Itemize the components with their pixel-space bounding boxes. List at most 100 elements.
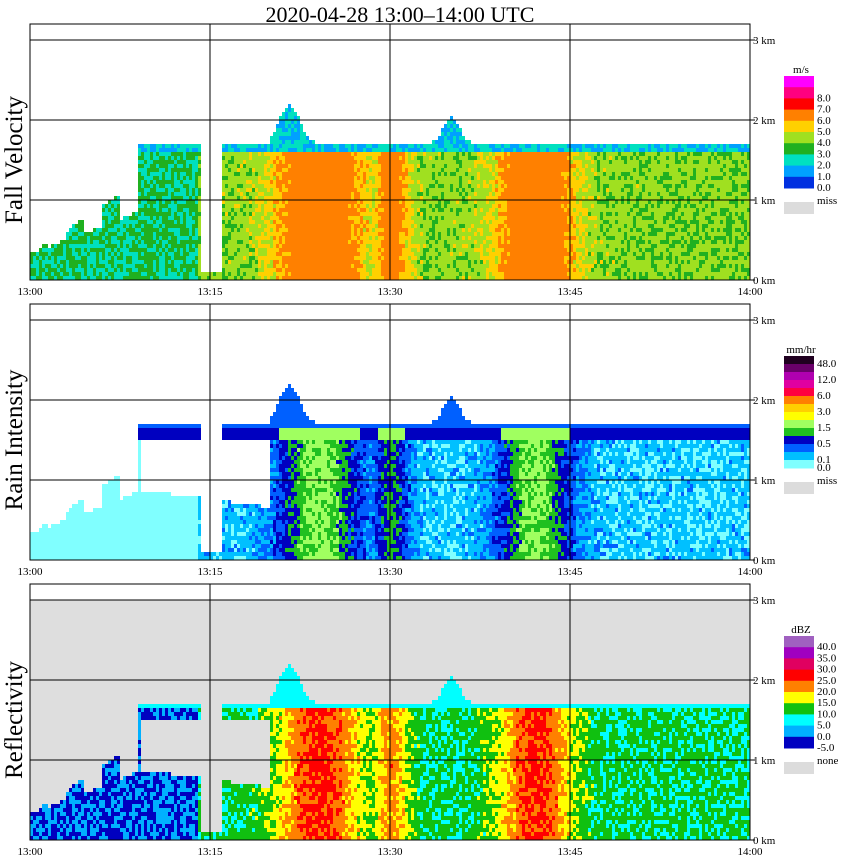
heatmap-cell <box>120 240 123 244</box>
heatmap-cell <box>357 244 360 248</box>
heatmap-cell <box>303 224 306 228</box>
heatmap-cell <box>312 152 315 156</box>
heatmap-cell <box>153 252 156 256</box>
heatmap-cell <box>483 204 486 208</box>
heatmap-cell <box>423 228 426 232</box>
heatmap-cell <box>297 220 300 224</box>
heatmap-cell <box>531 204 534 208</box>
heatmap-cell <box>354 252 357 256</box>
heatmap-cell <box>423 204 426 208</box>
heatmap-cell <box>231 196 234 200</box>
heatmap-cell <box>138 172 141 176</box>
heatmap-cell <box>378 184 381 188</box>
heatmap-cell <box>339 276 342 280</box>
heatmap-cell <box>267 232 270 236</box>
heatmap-cell <box>138 252 141 256</box>
heatmap-cell <box>225 192 228 196</box>
heatmap-cell <box>393 252 396 256</box>
heatmap-cell <box>336 180 339 184</box>
heatmap-cell <box>300 140 303 144</box>
heatmap-cell <box>375 164 378 168</box>
heatmap-cell <box>432 164 435 168</box>
heatmap-cell <box>471 260 474 264</box>
heatmap-cell <box>138 152 141 156</box>
heatmap-cell <box>258 272 261 276</box>
heatmap-cell <box>192 188 195 192</box>
heatmap-cell <box>411 220 414 224</box>
heatmap-cell <box>114 248 117 252</box>
heatmap-cell <box>414 208 417 212</box>
heatmap-cell <box>369 248 372 252</box>
heatmap-cell <box>282 112 285 116</box>
heatmap-cell <box>396 244 399 248</box>
heatmap-cell <box>495 232 498 236</box>
heatmap-cell <box>282 204 285 208</box>
heatmap-cell <box>288 140 291 144</box>
heatmap-cell <box>264 156 267 160</box>
heatmap-cell <box>243 196 246 200</box>
heatmap-cell <box>369 252 372 256</box>
heatmap-cell <box>468 156 471 160</box>
heatmap-cell <box>513 156 516 160</box>
heatmap-cell <box>447 124 450 128</box>
heatmap-cell <box>492 188 495 192</box>
heatmap-cell <box>435 200 438 204</box>
heatmap-cell <box>243 224 246 228</box>
heatmap-cell <box>354 224 357 228</box>
heatmap-cell <box>267 172 270 176</box>
heatmap-cell <box>105 204 108 208</box>
heatmap-cell <box>216 272 219 276</box>
heatmap-cell <box>366 144 369 148</box>
heatmap-cell <box>348 144 351 148</box>
heatmap-cell <box>240 156 243 160</box>
heatmap-cell <box>534 276 537 280</box>
heatmap-cell <box>372 148 375 152</box>
heatmap-cell <box>231 228 234 232</box>
heatmap-cell <box>297 156 300 160</box>
heatmap-cell <box>387 180 390 184</box>
heatmap-cell <box>447 188 450 192</box>
heatmap-cell <box>291 244 294 248</box>
heatmap-cell <box>111 224 114 228</box>
heatmap-cell <box>396 232 399 236</box>
heatmap-cell <box>399 228 402 232</box>
heatmap-cell <box>474 196 477 200</box>
heatmap-cell <box>339 272 342 276</box>
heatmap-cell <box>255 200 258 204</box>
heatmap-cell <box>498 228 501 232</box>
heatmap-cell <box>276 212 279 216</box>
heatmap-cell <box>180 156 183 160</box>
heatmap-cell <box>252 272 255 276</box>
heatmap-cell <box>342 188 345 192</box>
heatmap-cell <box>495 240 498 244</box>
heatmap-cell <box>360 196 363 200</box>
heatmap-cell <box>174 212 177 216</box>
heatmap-cell <box>429 176 432 180</box>
heatmap-cell <box>465 160 468 164</box>
heatmap-cell <box>447 152 450 156</box>
heatmap-cell <box>273 152 276 156</box>
heatmap-cell <box>522 204 525 208</box>
heatmap-cell <box>501 236 504 240</box>
heatmap-cell <box>168 168 171 172</box>
heatmap-cell <box>198 160 201 164</box>
heatmap-cell <box>450 144 453 148</box>
heatmap-cell <box>102 228 105 232</box>
heatmap-cell <box>534 252 537 256</box>
heatmap-cell <box>531 232 534 236</box>
heatmap-cell <box>270 136 273 140</box>
heatmap-cell <box>483 252 486 256</box>
heatmap-cell <box>318 236 321 240</box>
heatmap-cell <box>426 252 429 256</box>
heatmap-cell <box>498 204 501 208</box>
heatmap-cell <box>516 228 519 232</box>
heatmap-cell <box>204 272 207 276</box>
heatmap-cell <box>105 236 108 240</box>
heatmap-cell <box>144 148 147 152</box>
heatmap-cell <box>399 152 402 156</box>
heatmap-cell <box>270 152 273 156</box>
heatmap-cell <box>270 244 273 248</box>
heatmap-cell <box>36 252 39 256</box>
heatmap-cell <box>246 168 249 172</box>
heatmap-cell <box>288 112 291 116</box>
